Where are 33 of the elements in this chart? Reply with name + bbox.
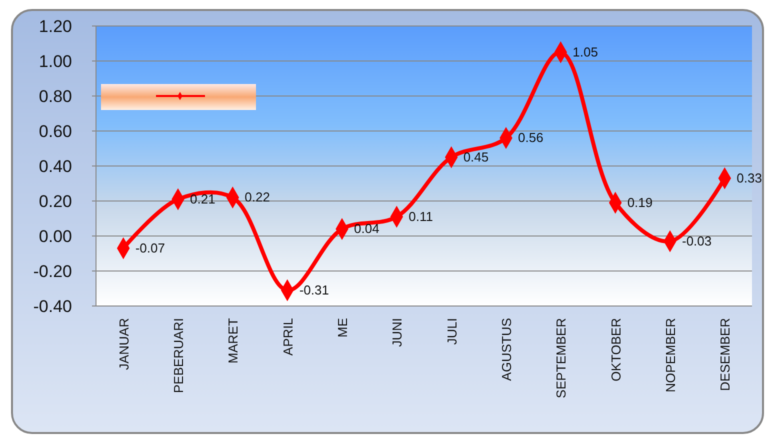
- y-tick-label: 0.20: [38, 192, 72, 211]
- x-tick-label: APRIL: [280, 318, 296, 356]
- x-tick-label: NOPEMBER: [663, 318, 678, 392]
- x-tick-label: SEPTEMBER: [554, 318, 569, 398]
- y-tick-label: 0.60: [38, 122, 72, 141]
- x-tick-label: JUNI: [390, 318, 405, 347]
- data-label: -0.07: [135, 240, 165, 256]
- x-tick-label: JULI: [444, 318, 460, 345]
- x-tick-label: AGUSTUS: [499, 318, 514, 381]
- x-tick-label: JANUAR: [116, 318, 132, 370]
- y-tick-label: 1.00: [38, 52, 72, 71]
- y-tick-label: 0.00: [38, 227, 72, 246]
- data-label: 0.19: [627, 194, 653, 210]
- data-label: 0.04: [354, 221, 380, 236]
- x-tick-label: OKTOBER: [608, 318, 624, 382]
- x-tick-label: ME: [335, 318, 350, 338]
- x-tick-label: DESEMBER: [718, 318, 733, 391]
- x-tick-label: MARET: [226, 318, 241, 364]
- data-label: 1.05: [572, 44, 598, 60]
- data-label: 0.21: [190, 191, 216, 206]
- data-label: 0.11: [408, 208, 434, 224]
- data-label: -0.31: [299, 282, 329, 298]
- data-label: 0.56: [518, 130, 544, 145]
- y-tick-label: -0.20: [33, 262, 72, 281]
- data-label: 0.22: [244, 190, 270, 204]
- x-tick-label: PEBERUARI: [171, 318, 186, 394]
- y-tick-label: -0.40: [33, 297, 72, 316]
- data-label: 0.45: [463, 149, 489, 164]
- y-tick-label: 0.80: [38, 87, 72, 106]
- y-tick-label: 0.40: [38, 157, 72, 176]
- data-label: -0.03: [682, 233, 712, 248]
- data-label: 0.33: [736, 170, 762, 186]
- y-tick-label: 1.20: [38, 17, 72, 36]
